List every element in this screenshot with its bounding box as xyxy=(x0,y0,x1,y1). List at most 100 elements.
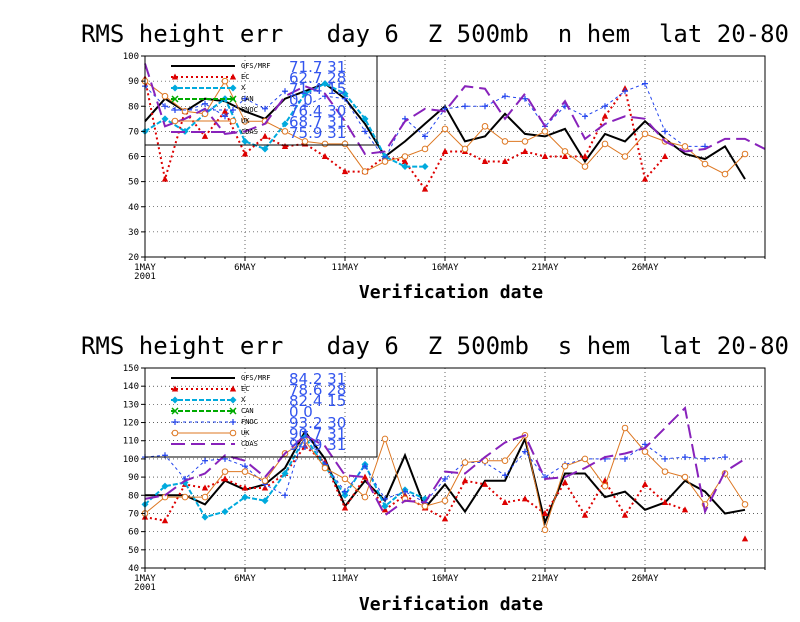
series-ec xyxy=(141,75,669,192)
data-point xyxy=(421,145,429,153)
data-point xyxy=(362,463,368,470)
data-point xyxy=(361,115,369,123)
data-point xyxy=(642,441,648,448)
data-point xyxy=(681,473,689,481)
data-point xyxy=(641,130,649,138)
legend-marker xyxy=(171,407,179,415)
y-tick-label: 40 xyxy=(128,564,139,574)
x-tick-label: 11MAY xyxy=(331,574,359,584)
series-fnoc xyxy=(142,428,728,506)
x-axis-label: Verification date xyxy=(359,594,543,615)
data-point xyxy=(241,150,249,157)
data-point xyxy=(541,128,549,135)
chart-title: RMS height err day 6 Z 500mb n hem lat 2… xyxy=(81,20,789,48)
legend-entry: UK 68.7 31 xyxy=(171,113,346,131)
data-point xyxy=(681,506,689,513)
legend-entry: FNOC 76.4 30 xyxy=(171,102,346,120)
legend-entry: CDAS 75.9 31 xyxy=(171,124,346,142)
year-label: 2001 xyxy=(134,272,156,282)
legend-entry: FNOC 93.2 30 xyxy=(171,414,346,432)
legend-marker xyxy=(171,429,179,437)
y-tick-label: 60 xyxy=(128,528,139,538)
legend-entry: CAN 0 0 xyxy=(171,403,313,421)
data-point xyxy=(241,118,249,125)
series-line xyxy=(144,430,726,504)
data-point xyxy=(341,90,349,98)
data-point xyxy=(421,185,429,192)
plot-frame xyxy=(144,367,766,569)
data-point xyxy=(461,145,469,153)
data-point xyxy=(421,502,429,510)
data-point xyxy=(421,163,429,171)
data-point xyxy=(581,153,589,159)
data-point xyxy=(641,480,649,487)
data-point xyxy=(241,484,249,491)
x-tick-label: 16MAY xyxy=(431,574,459,584)
data-point xyxy=(281,142,289,149)
data-point xyxy=(581,163,589,170)
y-tick-label: 130 xyxy=(123,400,139,410)
y-tick-label: 80 xyxy=(128,491,139,501)
series-cdas xyxy=(144,63,766,156)
legend-entry: UK 90.7 31 xyxy=(171,425,346,443)
legend-marker xyxy=(229,407,237,415)
data-point xyxy=(481,123,489,130)
data-point xyxy=(281,469,289,477)
x-tick-label: 6MAY xyxy=(234,263,256,273)
data-point xyxy=(201,493,209,501)
legend-entry: EC 62.7 28 xyxy=(171,69,346,87)
data-point xyxy=(721,170,729,178)
legend-marker xyxy=(229,73,237,80)
data-point xyxy=(622,88,628,95)
data-point xyxy=(602,103,608,110)
legend-marker xyxy=(171,84,179,92)
data-point xyxy=(161,482,169,490)
data-point xyxy=(222,113,228,120)
series-x xyxy=(141,433,429,521)
data-point xyxy=(382,495,388,502)
data-point xyxy=(701,160,709,168)
data-point xyxy=(461,459,469,466)
legend-label: EC xyxy=(241,385,249,393)
data-point xyxy=(722,454,728,461)
data-point xyxy=(202,100,208,107)
legend-stat: 82.4 15 xyxy=(289,392,346,410)
legend-marker xyxy=(229,429,237,437)
data-point xyxy=(361,473,369,480)
legend-marker xyxy=(229,117,237,125)
legend-label: CDAS xyxy=(241,440,258,448)
legend-label: X xyxy=(241,396,246,404)
data-point xyxy=(342,488,348,495)
data-point xyxy=(502,472,508,479)
legend-entry: EC 78.6 28 xyxy=(171,381,346,399)
data-point xyxy=(661,153,669,159)
data-point xyxy=(361,168,369,175)
legend-stat: 68.7 31 xyxy=(289,113,346,131)
data-point xyxy=(161,175,169,182)
data-point xyxy=(581,455,589,463)
y-tick-label: 90 xyxy=(128,77,139,87)
legend-label: GFS/MRF xyxy=(241,374,271,382)
data-point xyxy=(201,110,209,118)
legend-label: UK xyxy=(241,429,250,437)
series-line xyxy=(144,405,746,517)
data-point xyxy=(702,455,708,462)
legend-stat: 78.6 28 xyxy=(289,381,346,399)
data-point xyxy=(682,454,688,461)
legend-stat: 0 0 xyxy=(289,91,313,109)
series-line xyxy=(144,82,705,160)
data-point xyxy=(481,158,489,165)
data-point xyxy=(741,535,749,542)
legend-label: UK xyxy=(241,117,250,125)
x-tick-label: 6MAY xyxy=(234,574,256,584)
legend-stat: 75.9 31 xyxy=(289,124,346,142)
data-point xyxy=(341,168,349,175)
legend-stat: 0 0 xyxy=(289,403,313,421)
legend-marker-b xyxy=(229,407,237,415)
y-tick-label: 80 xyxy=(128,102,139,112)
series-uk xyxy=(141,77,749,178)
y-tick-label: 140 xyxy=(123,382,139,392)
data-point xyxy=(622,455,628,462)
data-point xyxy=(181,107,189,115)
legend-label: FNOC xyxy=(241,418,258,426)
